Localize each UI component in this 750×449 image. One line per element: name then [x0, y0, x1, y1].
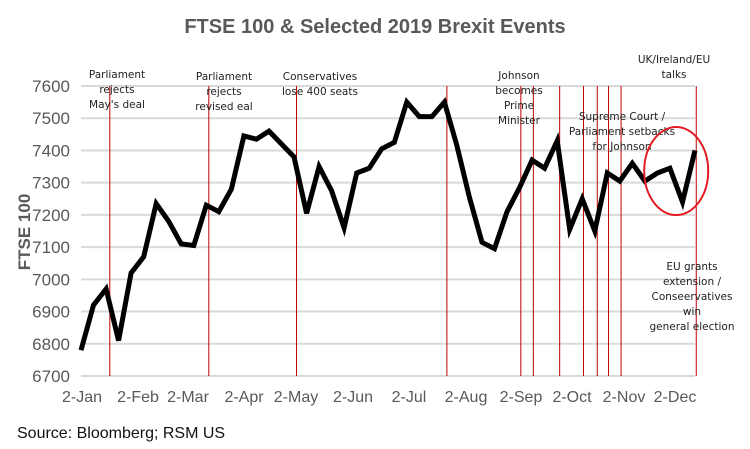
annotations: Parliament rejects May's deal Parliament rej…: [89, 54, 735, 333]
annotation-line: rejects: [206, 86, 241, 98]
annotation-line: becomes: [495, 85, 542, 97]
x-tick-label: 2-Oct: [552, 389, 592, 406]
annotation-line: revised eal: [195, 101, 252, 113]
annotation-line: Conseervatives: [652, 291, 733, 303]
gridlines: [81, 85, 695, 377]
annotation-line: Parliament: [89, 69, 145, 81]
annotation: UK/Ireland/EU talks: [638, 54, 710, 81]
highlight-ellipse: [643, 126, 710, 217]
source-note: Source: Bloomberg; RSM US: [17, 425, 225, 442]
annotation: Parliament rejects revised eal: [195, 71, 252, 113]
annotation-line: Supreme Court /: [579, 111, 666, 123]
annotation: Johnson becomes Prime Minister: [495, 70, 542, 127]
x-tick-label: 2-Apr: [224, 389, 264, 406]
annotation-line: UK/Ireland/EU: [638, 54, 710, 66]
annotation-line: Conservatives: [283, 71, 357, 83]
y-tick-label: 7200: [32, 206, 70, 225]
x-tick-label: 2-Jan: [62, 389, 102, 406]
x-tick-label: 2-Jul: [392, 389, 427, 406]
y-tick-label: 6700: [32, 367, 70, 386]
series-ftse-100: [78, 96, 698, 351]
y-tick-label: 7300: [32, 174, 70, 193]
x-tick-label: 2-Aug: [445, 389, 488, 406]
annotation-line: rejects: [99, 84, 134, 96]
annotation-line: Minister: [498, 115, 541, 127]
annotation: Parliament rejects May's deal: [89, 69, 145, 111]
annotation-line: win: [683, 306, 701, 318]
annotation-line: extension /: [663, 276, 722, 288]
x-tick-label: 2-Nov: [603, 389, 646, 406]
highlight-circle: [643, 126, 710, 217]
annotation: Conservatives lose 400 seats: [282, 71, 358, 98]
annotation-line: Parliament setbacks: [569, 126, 675, 138]
y-tick-label: 6900: [32, 303, 70, 322]
annotation-line: talks: [661, 69, 686, 81]
annotation-line: Prime: [504, 100, 534, 112]
x-tick-label: 2-Sep: [500, 389, 543, 406]
x-tick-label: 2-Jun: [333, 389, 373, 406]
annotation-line: general election: [650, 321, 735, 333]
annotation-line: Parliament: [196, 71, 252, 83]
series-line: [78, 96, 698, 351]
x-tick-label: 2-Feb: [117, 389, 159, 406]
x-tick-label: 2-Dec: [654, 389, 697, 406]
annotation: Supreme Court / Parliament setbacks for Jo…: [569, 111, 675, 153]
annotation-line: May's deal: [89, 99, 145, 111]
y-tick-label: 7400: [32, 141, 70, 160]
chart-title: FTSE 100 & Selected 2019 Brexit Events: [184, 16, 565, 38]
y-tick-label: 7100: [32, 238, 70, 257]
annotation-line: EU grants: [666, 261, 717, 273]
y-axis-ticks: 6700 6800 6900 7000 7100 7200 7300 7400 7500 7600: [32, 77, 70, 386]
x-tick-label: 2-Mar: [167, 389, 209, 406]
annotation: EU grants extension / Conseervatives win gen…: [650, 261, 735, 333]
y-tick-label: 6800: [32, 335, 70, 354]
annotation-line: lose 400 seats: [282, 86, 358, 98]
y-tick-label: 7000: [32, 270, 70, 289]
y-tick-label: 7600: [32, 77, 70, 96]
x-axis-ticks: 2-Jan 2-Feb 2-Mar 2-Apr 2-May 2-Jun 2-Jul 2-Aug…: [62, 389, 696, 406]
x-tick-label: 2-May: [274, 389, 318, 406]
annotation-line: for Johnson: [592, 141, 651, 153]
y-axis-label: FTSE 100: [15, 194, 34, 271]
event-lines: [109, 86, 697, 376]
annotation-line: Johnson: [497, 70, 539, 82]
y-tick-label: 7500: [32, 109, 70, 128]
